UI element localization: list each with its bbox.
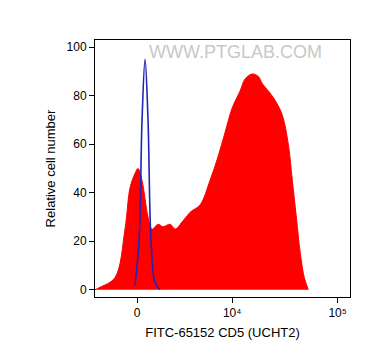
svg-text:80: 80 — [73, 89, 87, 103]
svg-text:20: 20 — [73, 234, 87, 248]
svg-text:10⁴: 10⁴ — [223, 306, 242, 320]
svg-text:10⁵: 10⁵ — [328, 306, 346, 320]
svg-text:0: 0 — [134, 306, 141, 320]
svg-text:0: 0 — [80, 283, 87, 297]
svg-text:WWW.PTGLAB.COM: WWW.PTGLAB.COM — [149, 42, 322, 62]
svg-text:100: 100 — [67, 40, 87, 54]
svg-text:FITC-65152 CD5 (UCHT2): FITC-65152 CD5 (UCHT2) — [145, 325, 300, 340]
svg-text:Relative cell number: Relative cell number — [43, 109, 58, 227]
svg-text:40: 40 — [73, 186, 87, 200]
svg-text:60: 60 — [73, 137, 87, 151]
